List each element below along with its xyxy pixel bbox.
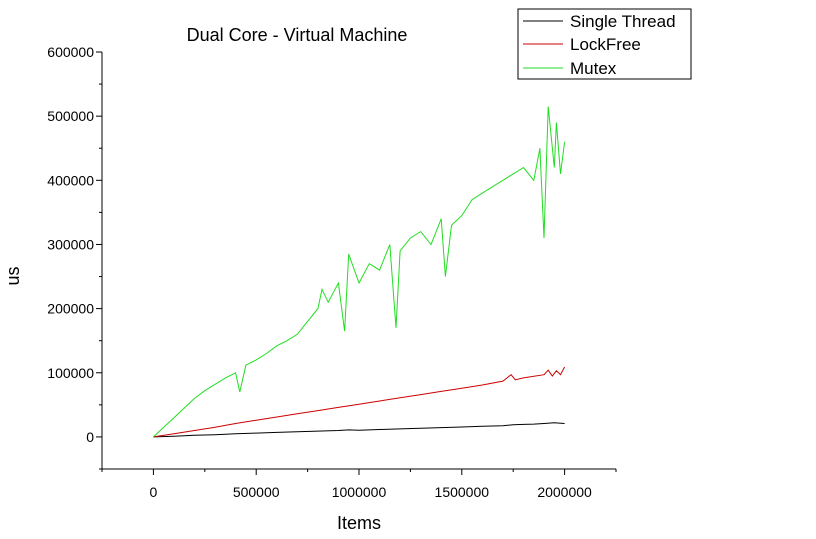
y-tick-label: 500000 <box>47 108 94 124</box>
x-tick-label: 0 <box>150 484 158 500</box>
y-tick-label: 300000 <box>47 236 94 252</box>
legend-label-mutex: Mutex <box>570 59 617 78</box>
legend-label-lockfree: LockFree <box>570 35 641 54</box>
x-tick-label: 500000 <box>233 484 280 500</box>
series-line-lockfree <box>153 366 566 438</box>
y-tick-label: 100000 <box>47 365 94 381</box>
chart-title: Dual Core - Virtual Machine <box>187 25 408 45</box>
legend-label-single-thread: Single Thread <box>570 12 676 31</box>
x-axis-title: Items <box>337 513 381 533</box>
x-tick-label: 1500000 <box>435 484 490 500</box>
axes: 0 100000 200000 300000 400000 500000 600000 0 50… <box>47 44 617 500</box>
y-tick-label: 0 <box>86 429 94 445</box>
legend: Single Thread LockFree Mutex <box>517 8 692 80</box>
y-tick-label: 200000 <box>47 301 94 317</box>
series-line-mutex <box>153 106 566 438</box>
x-tick-label: 1000000 <box>332 484 387 500</box>
y-tick-label: 400000 <box>47 172 94 188</box>
y-axis-title: us <box>3 266 23 285</box>
series-group <box>153 106 566 438</box>
series-line-single-thread <box>153 422 565 438</box>
y-tick-label: 600000 <box>47 44 94 60</box>
x-tick-label: 2000000 <box>537 484 592 500</box>
